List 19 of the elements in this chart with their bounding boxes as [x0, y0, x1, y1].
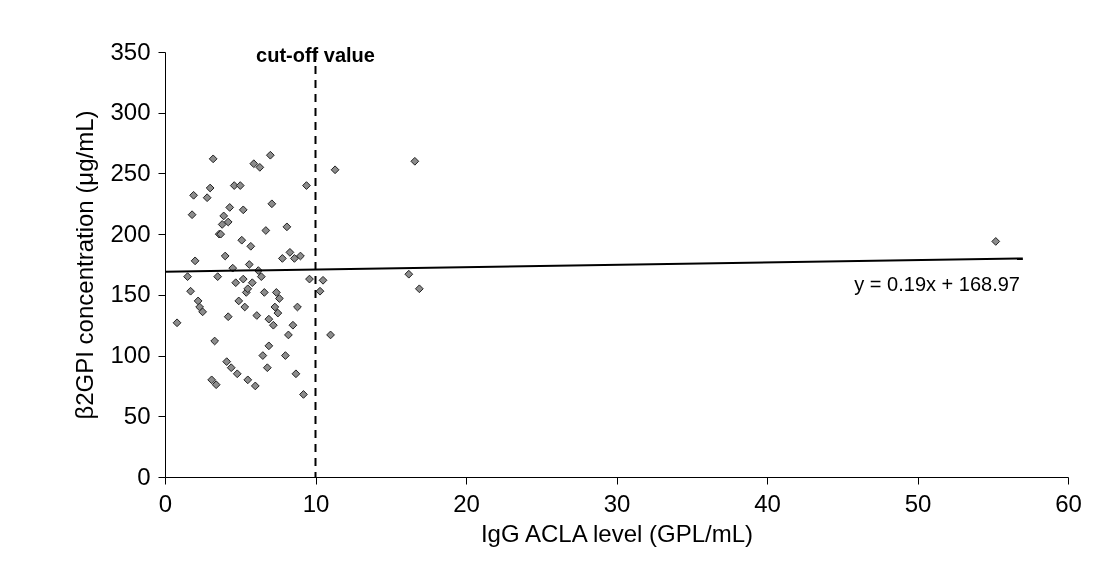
x-tick-label: 60: [1055, 489, 1082, 517]
x-tick-label: 40: [754, 489, 781, 517]
x-axis-title: IgG ACLA level (GPL/mL): [480, 519, 754, 547]
x-tick-label: 50: [904, 489, 932, 517]
y-tick-label: 200: [110, 219, 151, 247]
y-tick-label: 50: [123, 401, 151, 429]
y-tick-label: 150: [110, 280, 151, 308]
y-tick-label: 100: [110, 341, 151, 369]
x-tick-label: 0: [158, 489, 173, 517]
y-tick-label: 300: [110, 98, 151, 126]
y-tick-label: 350: [110, 37, 151, 65]
annotation: y = 0.19x + 168.97: [854, 273, 1020, 295]
x-tick-label: 20: [453, 489, 480, 517]
y-tick-label: 250: [110, 158, 151, 186]
y-tick-label: 0: [137, 462, 151, 490]
x-tick-label: 10: [302, 489, 330, 517]
x-tick-label: 30: [603, 489, 631, 517]
ref-line-label: cut-off value: [256, 44, 375, 66]
y-axis-title: β2GPI concentration (μg/mL): [71, 110, 99, 420]
